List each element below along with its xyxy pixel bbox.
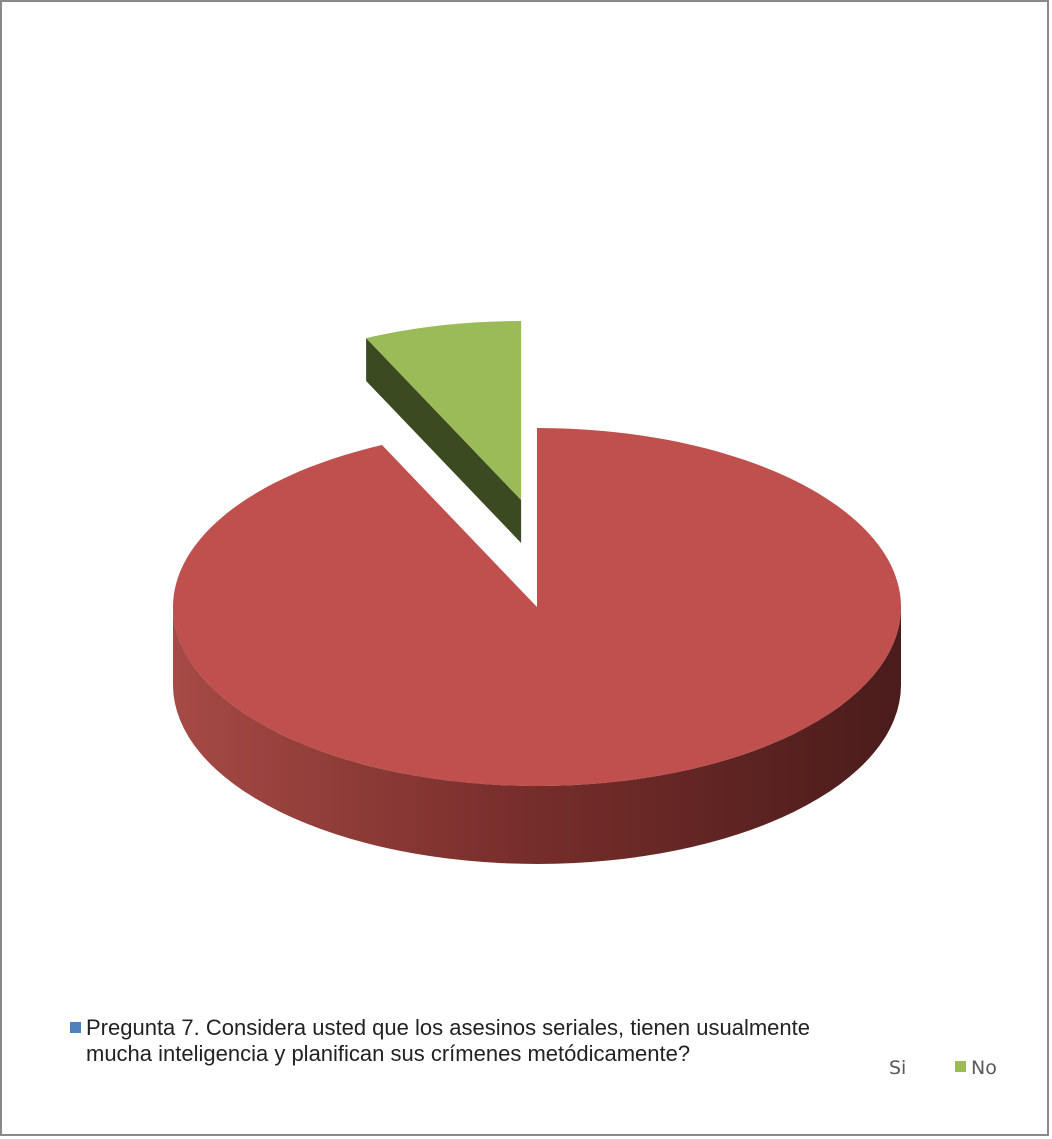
- pie-slice-no-side: [366, 338, 522, 543]
- pie-slice-si-side: [173, 607, 901, 864]
- legend-entry-no: No: [955, 1056, 997, 1080]
- legend-series-swatch: [70, 1021, 81, 1033]
- pie-slice-si: [172, 428, 901, 786]
- legend-series-label: Pregunta 7. Considera usted que los ases…: [86, 1015, 811, 1066]
- legend-si-label: Si: [889, 1057, 907, 1079]
- legend-series-entry: Pregunta 7. Considera usted que los ases…: [70, 1015, 846, 1067]
- pie-slice-no: [366, 321, 522, 501]
- legend-no-label: No: [971, 1057, 997, 1079]
- legend-entry-si: Si: [889, 1056, 906, 1080]
- legend-no-swatch: [955, 1061, 966, 1072]
